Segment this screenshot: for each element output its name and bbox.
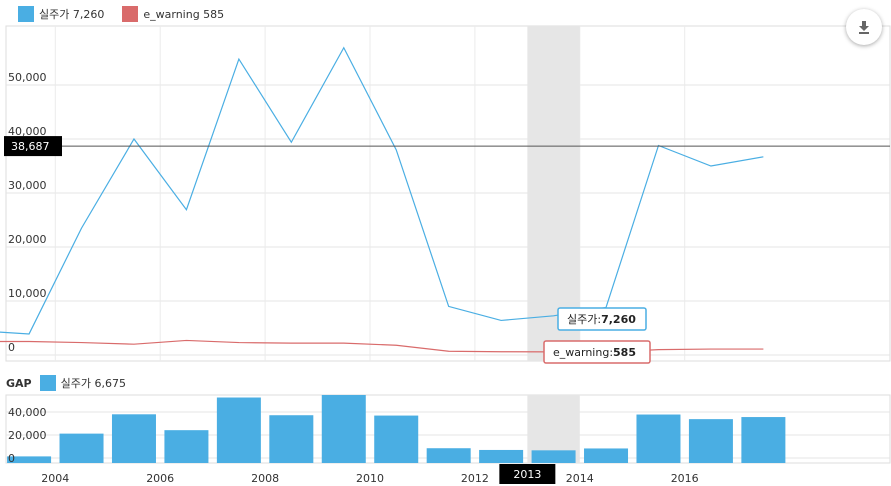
gap-x-tick-label: 2004 <box>41 472 69 485</box>
main-y-tick-label: 20,000 <box>8 233 47 246</box>
tooltip-series1-name: 실주가: <box>567 313 601 326</box>
gap-legend-item[interactable]: 실주가 6,675 <box>39 375 126 391</box>
legend-item-series2[interactable]: e_warning 585 <box>122 6 224 22</box>
gap-bar <box>531 450 576 463</box>
gap-bar <box>636 414 681 463</box>
gap-legend-swatch <box>39 375 56 391</box>
gap-legend-label: 실주가 6,675 <box>60 377 126 390</box>
tooltip-series1-box <box>557 307 647 331</box>
gap-x-tick-label: 2006 <box>146 472 174 485</box>
gap-bars <box>7 394 786 463</box>
legend-label-series1: 실주가 7,260 <box>39 8 105 21</box>
main-y-tick-label: 0 <box>8 341 15 354</box>
download-arrow-icon <box>859 21 869 34</box>
active-x-tick-label: 2013 <box>513 468 541 481</box>
main-chart-grid <box>5 25 891 362</box>
gap-x-tick-label: 2008 <box>251 472 279 485</box>
gap-bar <box>321 394 366 463</box>
download-button[interactable] <box>846 9 882 45</box>
gap-bar <box>269 415 314 463</box>
gap-x-tick-label: 2016 <box>671 472 699 485</box>
gap-bar <box>426 448 471 463</box>
main-y-tick-label: 10,000 <box>8 287 47 300</box>
crosshair-label: 38,687 <box>11 140 50 153</box>
gap-bar <box>688 419 733 463</box>
gap-bar <box>584 448 629 463</box>
gap-axes: 020,00040,000200220042006200820102012201… <box>8 406 699 485</box>
crosshair: 38,687 <box>4 136 890 157</box>
gap-y-tick-label: 40,000 <box>8 406 47 419</box>
tooltip-series1-value: 7,260 <box>601 313 636 326</box>
gap-x-tick-label: 2014 <box>566 472 594 485</box>
main-highlight-band <box>527 26 580 361</box>
active-x-tick-bg <box>499 464 556 484</box>
legend-label-series2: e_warning 585 <box>143 7 225 21</box>
legend-swatch-series2 <box>122 6 139 22</box>
tooltip-series1-text: 실주가:7,260 <box>567 313 636 326</box>
gap-bar <box>374 415 419 463</box>
tooltip-series2-text: e_warning:585 <box>553 346 636 359</box>
gap-bar <box>741 417 786 463</box>
legend-swatch-series1 <box>18 6 34 22</box>
gap-x-tick-label: 2012 <box>461 472 489 485</box>
gap-bar <box>479 449 524 463</box>
gap-y-tick-label: 0 <box>8 452 15 465</box>
tooltip-series2-box <box>543 340 651 364</box>
main-y-tick-label: 40,000 <box>8 125 47 138</box>
chart-legend: 실주가 7,260 e_warning 585 <box>18 6 224 22</box>
main-y-tick-label: 30,000 <box>8 179 47 192</box>
tooltip-series2-value: 585 <box>613 346 636 359</box>
tooltip-series2: e_warning:585 <box>543 340 651 364</box>
gap-title: GAP <box>6 376 32 390</box>
gap-bar <box>164 430 209 463</box>
main-y-tick-label: 50,000 <box>8 71 47 84</box>
tooltip-series1: 실주가:7,260 <box>557 307 647 331</box>
gap-bar <box>7 456 52 463</box>
gap-y-tick-label: 20,000 <box>8 429 47 442</box>
legend-item-series1[interactable]: 실주가 7,260 <box>18 6 104 22</box>
gap-bar <box>111 414 156 463</box>
highlight-band-2013 <box>527 26 580 361</box>
tooltip-series2-name: e_warning: <box>553 346 613 359</box>
main-y-axis: 0 10,000 20,000 30,000 40,000 50,000 <box>8 71 47 354</box>
gap-x-tick-label: 2010 <box>356 472 384 485</box>
crosshair-label-bg <box>4 136 62 157</box>
gap-bar <box>216 397 261 463</box>
gap-bar <box>59 433 104 463</box>
gap-legend: GAP 실주가 6,675 <box>6 375 126 391</box>
tooltips: 실주가:7,260 e_warning:585 <box>543 307 651 364</box>
